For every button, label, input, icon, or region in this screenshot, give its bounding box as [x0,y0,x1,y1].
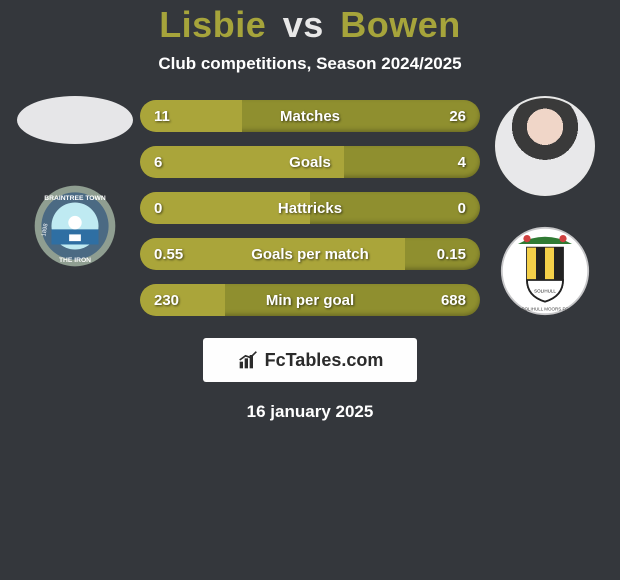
player2-name: Bowen [340,4,461,45]
stat-bar: 0.55Goals per match0.15 [140,238,480,270]
bar-value-right: 0 [458,200,466,217]
comparison-card: Lisbie vs Bowen Club competitions, Seaso… [0,0,620,422]
bar-value-right: 0.15 [437,246,466,263]
stat-bar: 11Matches26 [140,100,480,132]
bar-label: Goals per match [140,246,480,263]
bar-value-right: 26 [449,108,466,125]
comparison-title: Lisbie vs Bowen [0,4,620,46]
watermark-text: FcTables.com [265,350,384,371]
stat-bar: 230Min per goal688 [140,284,480,316]
avatar-ellipse [17,96,133,144]
chart-icon [237,350,259,370]
right-column: SOLIHULL SOLIHULL MOORS FC [480,96,610,316]
subtitle: Club competitions, Season 2024/2025 [0,54,620,74]
left-column: BRAINTREE TOWN THE IRON 1898 [10,96,140,268]
watermark: FcTables.com [203,338,417,382]
svg-text:THE IRON: THE IRON [59,257,91,264]
svg-text:SOLIHULL: SOLIHULL [534,289,556,294]
svg-text:BRAINTREE TOWN: BRAINTREE TOWN [44,195,106,202]
stat-bar: 0Hattricks0 [140,192,480,224]
bar-value-right: 688 [441,292,466,309]
date-text: 16 january 2025 [0,402,620,422]
stat-bars: 11Matches26 6Goals4 0Hattricks0 0.55Goals p… [140,96,480,316]
bar-value-right: 4 [458,154,466,171]
player2-avatar [495,96,595,196]
vs-text: vs [283,4,324,45]
bar-label: Hattricks [140,200,480,217]
stat-bar: 6Goals4 [140,146,480,178]
player1-name: Lisbie [159,4,266,45]
bar-label: Goals [140,154,480,171]
player1-avatar [17,96,133,144]
main-row: BRAINTREE TOWN THE IRON 1898 11Matches26… [0,96,620,316]
svg-text:SOLIHULL MOORS FC: SOLIHULL MOORS FC [521,307,569,312]
player1-club-logo: BRAINTREE TOWN THE IRON 1898 [33,184,117,268]
bar-label: Min per goal [140,292,480,309]
bar-label: Matches [140,108,480,125]
player2-club-logo: SOLIHULL SOLIHULL MOORS FC [500,226,590,316]
